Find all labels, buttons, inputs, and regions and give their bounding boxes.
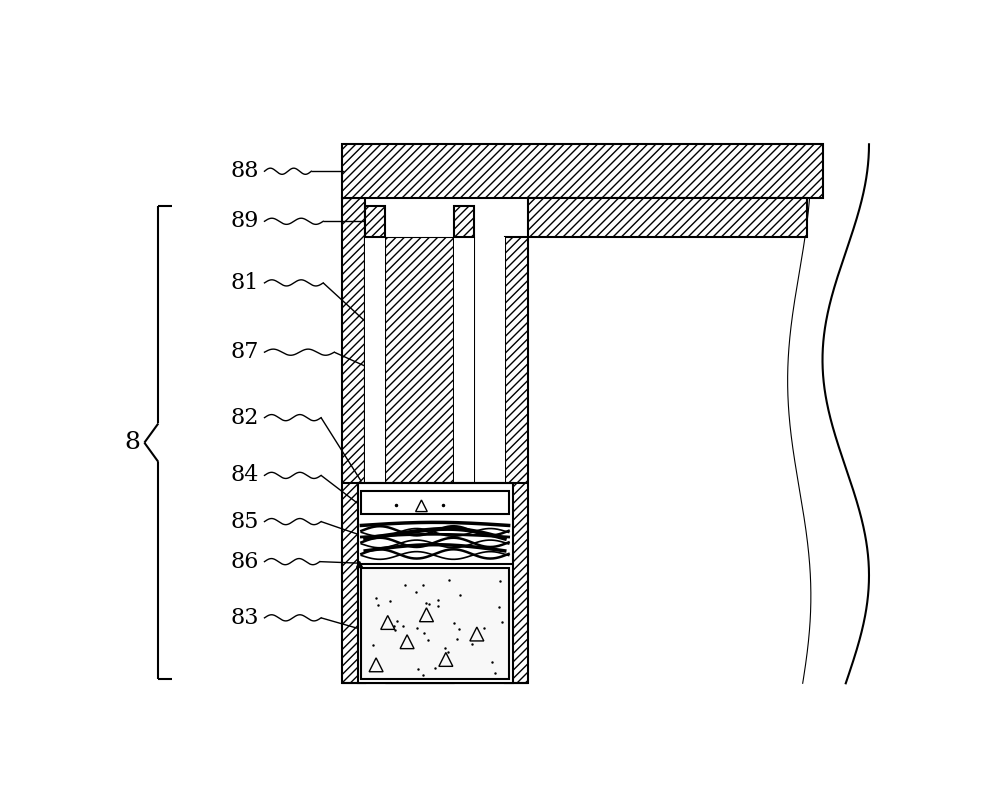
Bar: [361, 491, 509, 514]
Bar: [365, 206, 385, 237]
Bar: [454, 237, 474, 684]
Bar: [505, 237, 528, 684]
Bar: [361, 568, 509, 680]
Bar: [342, 144, 822, 198]
Bar: [528, 198, 807, 237]
Text: 81: 81: [231, 272, 259, 294]
Text: 8: 8: [125, 431, 141, 454]
Text: 82: 82: [231, 406, 259, 429]
Text: 89: 89: [231, 210, 259, 232]
Text: 88: 88: [231, 161, 259, 182]
Text: 83: 83: [231, 607, 259, 629]
Bar: [454, 206, 474, 237]
Text: 84: 84: [231, 465, 259, 487]
Text: 86: 86: [231, 551, 259, 573]
Text: 85: 85: [231, 511, 259, 533]
Bar: [358, 483, 512, 684]
Bar: [385, 237, 454, 684]
Bar: [365, 237, 505, 684]
Bar: [365, 237, 385, 684]
Text: 87: 87: [231, 341, 259, 363]
Bar: [342, 198, 365, 684]
